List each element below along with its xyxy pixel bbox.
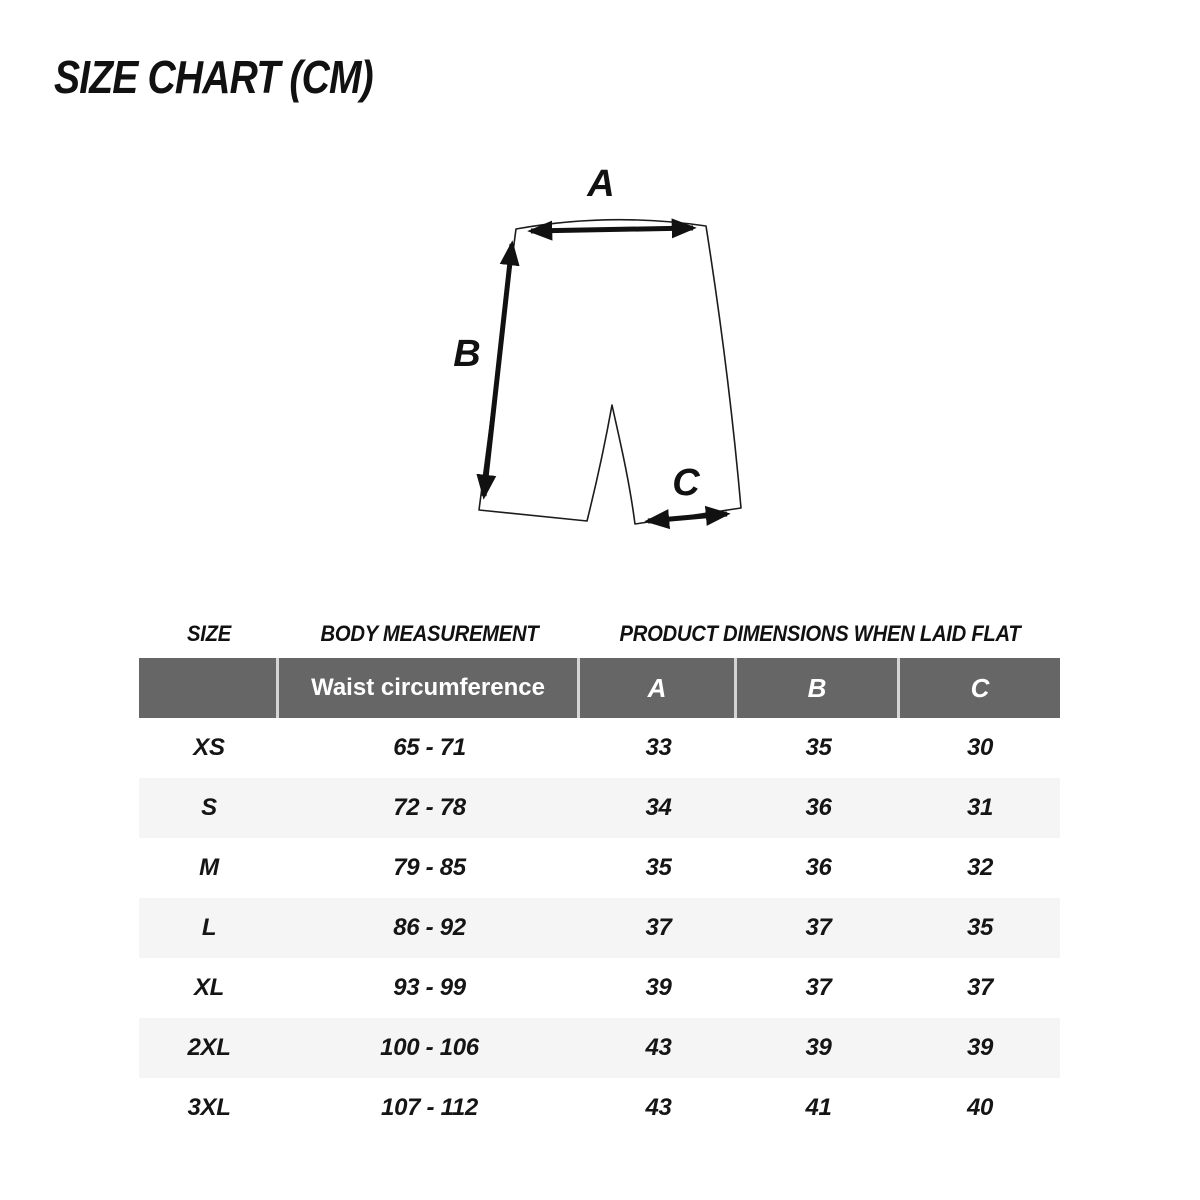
- cell-a: 39: [645, 974, 672, 1001]
- cell-a: 34: [645, 794, 672, 821]
- measure-arrow-c-icon: [644, 505, 731, 530]
- table-row: L 86 - 92 37 37 35: [139, 898, 1060, 958]
- shorts-diagram-svg: A B C: [453, 163, 742, 530]
- header-cell-c: C: [970, 672, 990, 703]
- cell-waist: 93 - 99: [393, 974, 466, 1001]
- cell-waist: 86 - 92: [393, 914, 466, 941]
- header-cell-b: B: [737, 658, 900, 718]
- cell-size: L: [201, 914, 217, 941]
- table-group-header-row: SIZE BODY MEASUREMENT PRODUCT DIMENSIONS…: [139, 610, 1060, 658]
- table-header-row: Waist circumference A B C: [139, 658, 1060, 718]
- shorts-diagram: A B C: [440, 150, 780, 560]
- header-cell-a: A: [580, 658, 737, 718]
- cell-waist: 65 - 71: [393, 734, 466, 761]
- cell-size: M: [199, 854, 219, 881]
- shorts-outline-icon: [478, 218, 742, 525]
- cell-size: 2XL: [187, 1034, 231, 1061]
- group-header-size: SIZE: [187, 621, 231, 646]
- measure-arrow-a-icon: [527, 218, 697, 241]
- measure-label-b: B: [453, 333, 480, 375]
- cell-b: 35: [805, 734, 832, 761]
- measure-arrow-b-icon: [476, 240, 520, 500]
- cell-b: 37: [805, 974, 832, 1001]
- table-row: 3XL 107 - 112 43 41 40: [139, 1078, 1060, 1138]
- cell-b: 41: [805, 1094, 832, 1121]
- table-row: XS 65 - 71 33 35 30: [139, 718, 1060, 778]
- size-table: SIZE BODY MEASUREMENT PRODUCT DIMENSIONS…: [139, 610, 1060, 1138]
- measure-label-c: C: [672, 462, 700, 504]
- cell-a: 37: [645, 914, 672, 941]
- cell-a: 33: [645, 734, 672, 761]
- cell-size: XS: [193, 734, 225, 761]
- page-title: SIZE CHART (CM): [54, 51, 374, 103]
- table-row: S 72 - 78 34 36 31: [139, 778, 1060, 838]
- cell-size: XL: [193, 974, 225, 1001]
- measure-label-a: A: [586, 163, 614, 205]
- cell-size: 3XL: [187, 1094, 231, 1121]
- cell-c: 31: [966, 794, 994, 821]
- cell-c: 37: [966, 974, 994, 1001]
- table-row: M 79 - 85 35 36 32: [139, 838, 1060, 898]
- cell-a: 43: [645, 1034, 672, 1061]
- cell-b: 37: [805, 914, 832, 941]
- group-header-product-dimensions: PRODUCT DIMENSIONS WHEN LAID FLAT: [619, 621, 1021, 646]
- table-row: XL 93 - 99 39 37 37: [139, 958, 1060, 1018]
- table-row: 2XL 100 - 106 43 39 39: [139, 1018, 1060, 1078]
- cell-c: 40: [966, 1094, 994, 1121]
- header-cell-waist: Waist circumference: [279, 658, 580, 718]
- cell-waist: 72 - 78: [393, 794, 466, 821]
- cell-b: 39: [805, 1034, 832, 1061]
- cell-a: 35: [645, 854, 672, 881]
- cell-waist: 100 - 106: [380, 1034, 479, 1061]
- header-cell-size: [139, 658, 279, 718]
- cell-waist: 107 - 112: [381, 1094, 478, 1121]
- cell-a: 43: [645, 1094, 672, 1121]
- cell-b: 36: [805, 794, 832, 821]
- cell-c: 30: [966, 734, 994, 761]
- cell-c: 35: [966, 914, 994, 941]
- cell-waist: 79 - 85: [393, 854, 466, 881]
- cell-b: 36: [805, 854, 832, 881]
- cell-c: 32: [966, 854, 994, 881]
- group-header-body-measurement: BODY MEASUREMENT: [320, 621, 539, 646]
- cell-size: S: [201, 794, 217, 821]
- cell-c: 39: [966, 1034, 994, 1061]
